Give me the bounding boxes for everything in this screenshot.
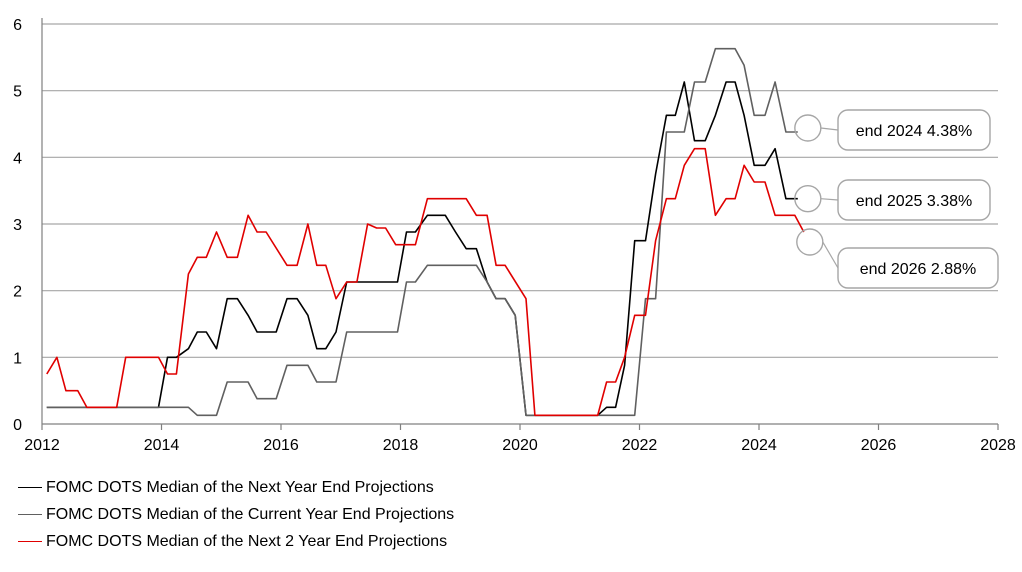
x-tick-label-2026: 2026 <box>861 437 897 454</box>
y-tick-label-5: 5 <box>13 84 22 101</box>
y-tick-label-2: 2 <box>13 284 22 301</box>
callout-box-1 <box>837 179 991 221</box>
legend-label-current-year: FOMC DOTS Median of the Current Year End… <box>46 505 455 523</box>
callout-label-1: end 2025 3.38% <box>856 193 973 210</box>
y-tick-label-4: 4 <box>13 150 22 167</box>
callout-box-2 <box>837 247 999 289</box>
callout-ring-1 <box>794 184 822 213</box>
legend: FOMC DOTS Median of the Next Year End Pr… <box>18 474 454 555</box>
legend-swatch-next-2-year <box>18 541 42 542</box>
x-tick-label-2014: 2014 <box>144 437 180 454</box>
y-tick-label-1: 1 <box>13 350 22 367</box>
legend-item-next-year: FOMC DOTS Median of the Next Year End Pr… <box>18 474 454 501</box>
x-tick-label-2018: 2018 <box>383 437 419 454</box>
legend-label-next-year: FOMC DOTS Median of the Next Year End Pr… <box>46 478 434 496</box>
x-tick-label-2012: 2012 <box>24 437 60 454</box>
series-line-2 <box>46 147 805 417</box>
y-tick-label-6: 6 <box>13 17 22 34</box>
legend-swatch-current-year <box>18 514 42 515</box>
callout-label-2: end 2026 2.88% <box>860 261 977 278</box>
callout-ring-2 <box>796 228 824 256</box>
series-line-0 <box>46 81 798 417</box>
legend-item-next-2-year: FOMC DOTS Median of the Next 2 Year End … <box>18 528 454 555</box>
x-tick-label-2016: 2016 <box>263 437 299 454</box>
y-tick-label-3: 3 <box>13 217 22 234</box>
x-tick-label-2024: 2024 <box>741 437 777 454</box>
series-line-1 <box>46 47 798 417</box>
callout-leader-2 <box>822 241 839 269</box>
callout-ring-0 <box>794 114 822 142</box>
legend-item-current-year: FOMC DOTS Median of the Current Year End… <box>18 501 454 528</box>
callout-leader-1 <box>820 198 839 201</box>
legend-swatch-next-year <box>18 487 42 488</box>
x-tick-label-2022: 2022 <box>622 437 658 454</box>
callout-label-0: end 2024 4.38% <box>856 123 973 140</box>
x-tick-label-2028: 2028 <box>980 437 1016 454</box>
legend-label-next-2-year: FOMC DOTS Median of the Next 2 Year End … <box>46 532 448 550</box>
callout-box-0 <box>837 109 991 151</box>
x-tick-label-2020: 2020 <box>502 437 538 454</box>
y-tick-label-0: 0 <box>13 417 22 434</box>
callout-leader-0 <box>820 127 839 131</box>
